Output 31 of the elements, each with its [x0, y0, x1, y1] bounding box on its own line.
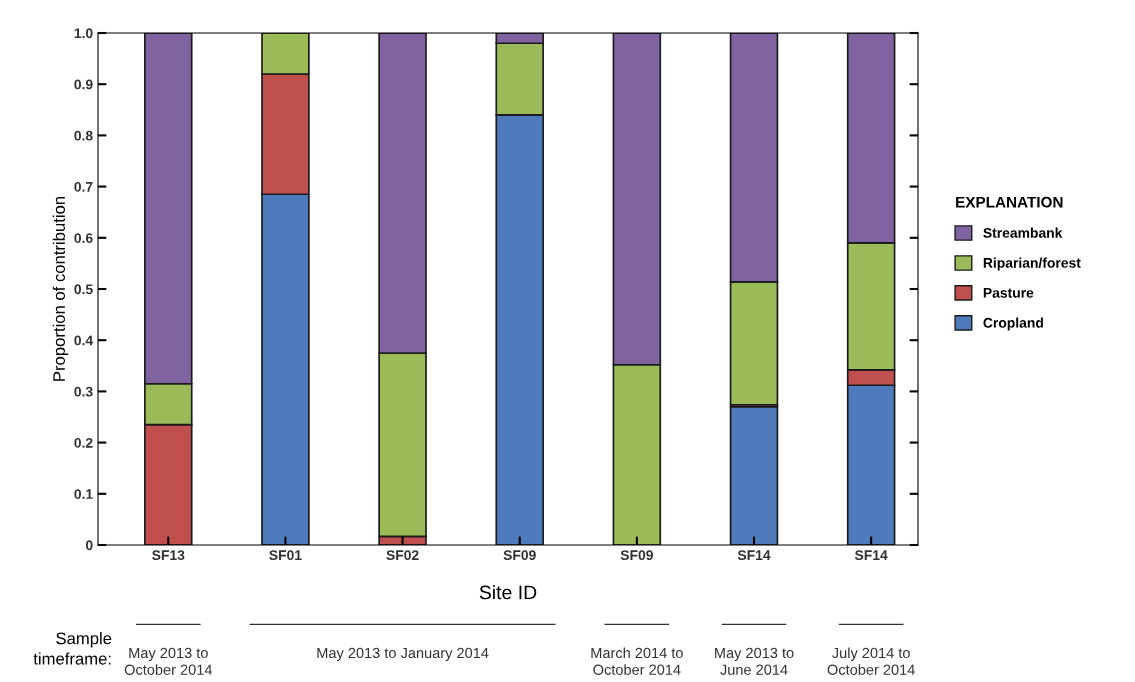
legend-title: EXPLANATION	[956, 196, 1063, 208]
text: March 2014 to October 2014	[591, 647, 683, 675]
x-tick-label: SF09	[503, 550, 536, 561]
y-tick-label: 0.5	[74, 284, 93, 295]
x-axis-title: Site ID	[479, 585, 537, 600]
y-tick-label: 0.4	[74, 335, 94, 346]
y-tick-label: 0.7	[74, 181, 93, 192]
text: May 2013 to January 2014	[317, 647, 489, 661]
y-tick-label: 0.2	[74, 437, 93, 448]
y-tick-label: 1.0	[74, 28, 93, 39]
y-tick-label: 0.1	[74, 489, 93, 499]
x-tick-label: SF14	[854, 550, 888, 561]
x-tick-label: SF09	[620, 550, 653, 561]
text: July 2014 to October 2014	[827, 647, 915, 675]
y-tick-label: 0.6	[74, 233, 93, 243]
legend-label: Riparian/forest	[983, 257, 1081, 271]
y-axis-title: Proportion of contribution	[52, 196, 69, 381]
text: May 2013 to October 2014	[124, 647, 213, 675]
x-tick-label: SF13	[152, 550, 185, 561]
y-tick-label: 0.9	[74, 79, 93, 90]
text: Sample timeframe:	[33, 632, 112, 665]
x-tick-label: SF01	[269, 550, 302, 561]
y-tick-label: 0.8	[74, 130, 93, 141]
legend-label: Cropland	[983, 317, 1043, 331]
legend-label: Pasture	[983, 288, 1034, 298]
y-tick-label: 0	[85, 540, 93, 551]
legend-label: Streambank	[983, 227, 1063, 238]
text: May 2013 to June 2014	[715, 647, 794, 675]
y-tick-label: 0.3	[74, 386, 93, 397]
x-tick-label: SF02	[386, 550, 419, 561]
x-tick-label: SF14	[737, 550, 771, 561]
